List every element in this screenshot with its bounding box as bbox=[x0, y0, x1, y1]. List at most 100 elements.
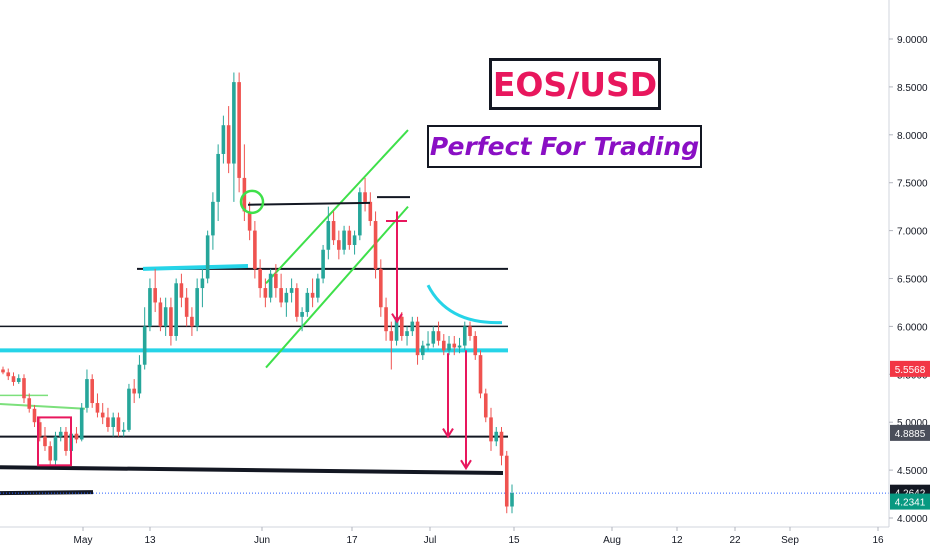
price-tick-label: 7.5000 bbox=[897, 179, 928, 190]
candle-body bbox=[253, 230, 257, 269]
price-tick-label: 8.0000 bbox=[897, 131, 928, 142]
candle-body bbox=[11, 376, 16, 382]
candle-body bbox=[200, 278, 205, 289]
chart-subtitle: Perfect For Trading bbox=[427, 125, 702, 168]
down-arrow-head bbox=[442, 428, 454, 439]
candle-body bbox=[148, 288, 152, 327]
down-arrow-head bbox=[460, 459, 472, 471]
candle-body bbox=[195, 288, 199, 327]
candle-body bbox=[64, 431, 68, 451]
candle-body bbox=[6, 372, 11, 377]
candle-body bbox=[499, 431, 504, 456]
candle-body bbox=[489, 417, 493, 442]
candle-body bbox=[300, 312, 304, 317]
candle-body bbox=[232, 82, 236, 164]
price-label-bg bbox=[890, 493, 930, 510]
price-tick-label: 9.0000 bbox=[897, 35, 928, 46]
candle-body bbox=[74, 433, 79, 440]
price-label-bg bbox=[890, 424, 930, 441]
time-tick-label: 22 bbox=[729, 535, 741, 546]
candle-body bbox=[132, 388, 136, 394]
candle-body bbox=[420, 345, 425, 356]
candle-body bbox=[373, 221, 378, 269]
time-tick-label: Jun bbox=[254, 535, 270, 546]
candle-body bbox=[447, 343, 451, 351]
price-tick-label: 5.0000 bbox=[897, 418, 928, 429]
candle-body bbox=[394, 316, 399, 341]
candle-body bbox=[137, 364, 142, 394]
candle-body bbox=[163, 307, 168, 327]
candle-body bbox=[358, 192, 362, 236]
candle-body bbox=[483, 393, 488, 418]
candle-body bbox=[106, 417, 110, 427]
down-arrow-head bbox=[391, 313, 403, 324]
time-tick-label: 15 bbox=[508, 535, 520, 546]
candle-body bbox=[247, 211, 252, 231]
candle-body bbox=[400, 316, 404, 336]
candle-body bbox=[268, 273, 273, 298]
candle-body bbox=[43, 436, 47, 447]
candle-body bbox=[142, 326, 147, 365]
candle-body bbox=[274, 273, 278, 289]
candle-body bbox=[153, 288, 157, 303]
highlight-box bbox=[37, 416, 72, 467]
neckline bbox=[247, 201, 371, 206]
candle-body bbox=[100, 412, 105, 418]
candle-body bbox=[85, 379, 89, 408]
candle-body bbox=[384, 307, 388, 332]
price-tick-label: 4.0000 bbox=[897, 514, 928, 525]
candle-body bbox=[184, 297, 189, 317]
candle-body bbox=[415, 321, 420, 356]
candle-body bbox=[211, 201, 215, 236]
candle-body bbox=[216, 153, 220, 202]
time-tick-label: 17 bbox=[346, 535, 358, 546]
candle-body bbox=[95, 403, 100, 413]
candle-body bbox=[263, 288, 268, 298]
candle-body bbox=[494, 431, 499, 442]
drawing-overlays bbox=[0, 129, 889, 496]
green-line bbox=[0, 402, 86, 410]
time-tick-label: Sep bbox=[781, 535, 799, 546]
candle-body bbox=[295, 288, 299, 317]
candle-body bbox=[169, 307, 173, 336]
support-line bbox=[0, 465, 504, 475]
candle-body bbox=[258, 268, 262, 289]
cyan-curve bbox=[426, 284, 503, 325]
drawing-annotations bbox=[37, 189, 472, 471]
candle-body bbox=[405, 331, 409, 336]
candle-body bbox=[379, 268, 383, 308]
candle-body bbox=[473, 335, 478, 356]
candle-body bbox=[337, 240, 341, 250]
candle-body bbox=[48, 446, 53, 461]
candle-body bbox=[284, 292, 289, 303]
price-tick-label: 8.5000 bbox=[897, 83, 928, 94]
cyan-resistance-line bbox=[142, 264, 249, 271]
time-tick-label: Jul bbox=[424, 535, 437, 546]
candle-body bbox=[316, 278, 320, 298]
candle-body bbox=[368, 201, 373, 222]
candle-body bbox=[121, 429, 126, 432]
candle-body bbox=[436, 331, 441, 341]
highlight-circle bbox=[239, 189, 265, 215]
channel-upper-line bbox=[265, 129, 409, 284]
candle-body bbox=[305, 292, 310, 313]
price-tick-label: 6.0000 bbox=[897, 322, 928, 333]
support-line bbox=[0, 490, 94, 496]
time-tick-label: 12 bbox=[671, 535, 683, 546]
candle-body bbox=[310, 292, 315, 298]
candle-body bbox=[331, 221, 336, 241]
candle-body bbox=[510, 493, 514, 507]
candle-body bbox=[457, 345, 462, 348]
candle-body bbox=[111, 417, 115, 427]
candle-body bbox=[389, 331, 394, 341]
candle-body bbox=[58, 431, 63, 437]
candle-body bbox=[27, 398, 32, 409]
candle-body bbox=[342, 230, 346, 250]
time-tick-label: 16 bbox=[872, 535, 884, 546]
candle-body bbox=[205, 235, 210, 279]
time-tick-label: 13 bbox=[144, 535, 156, 546]
candle-body bbox=[116, 417, 121, 432]
time-tick-label: May bbox=[74, 535, 93, 546]
